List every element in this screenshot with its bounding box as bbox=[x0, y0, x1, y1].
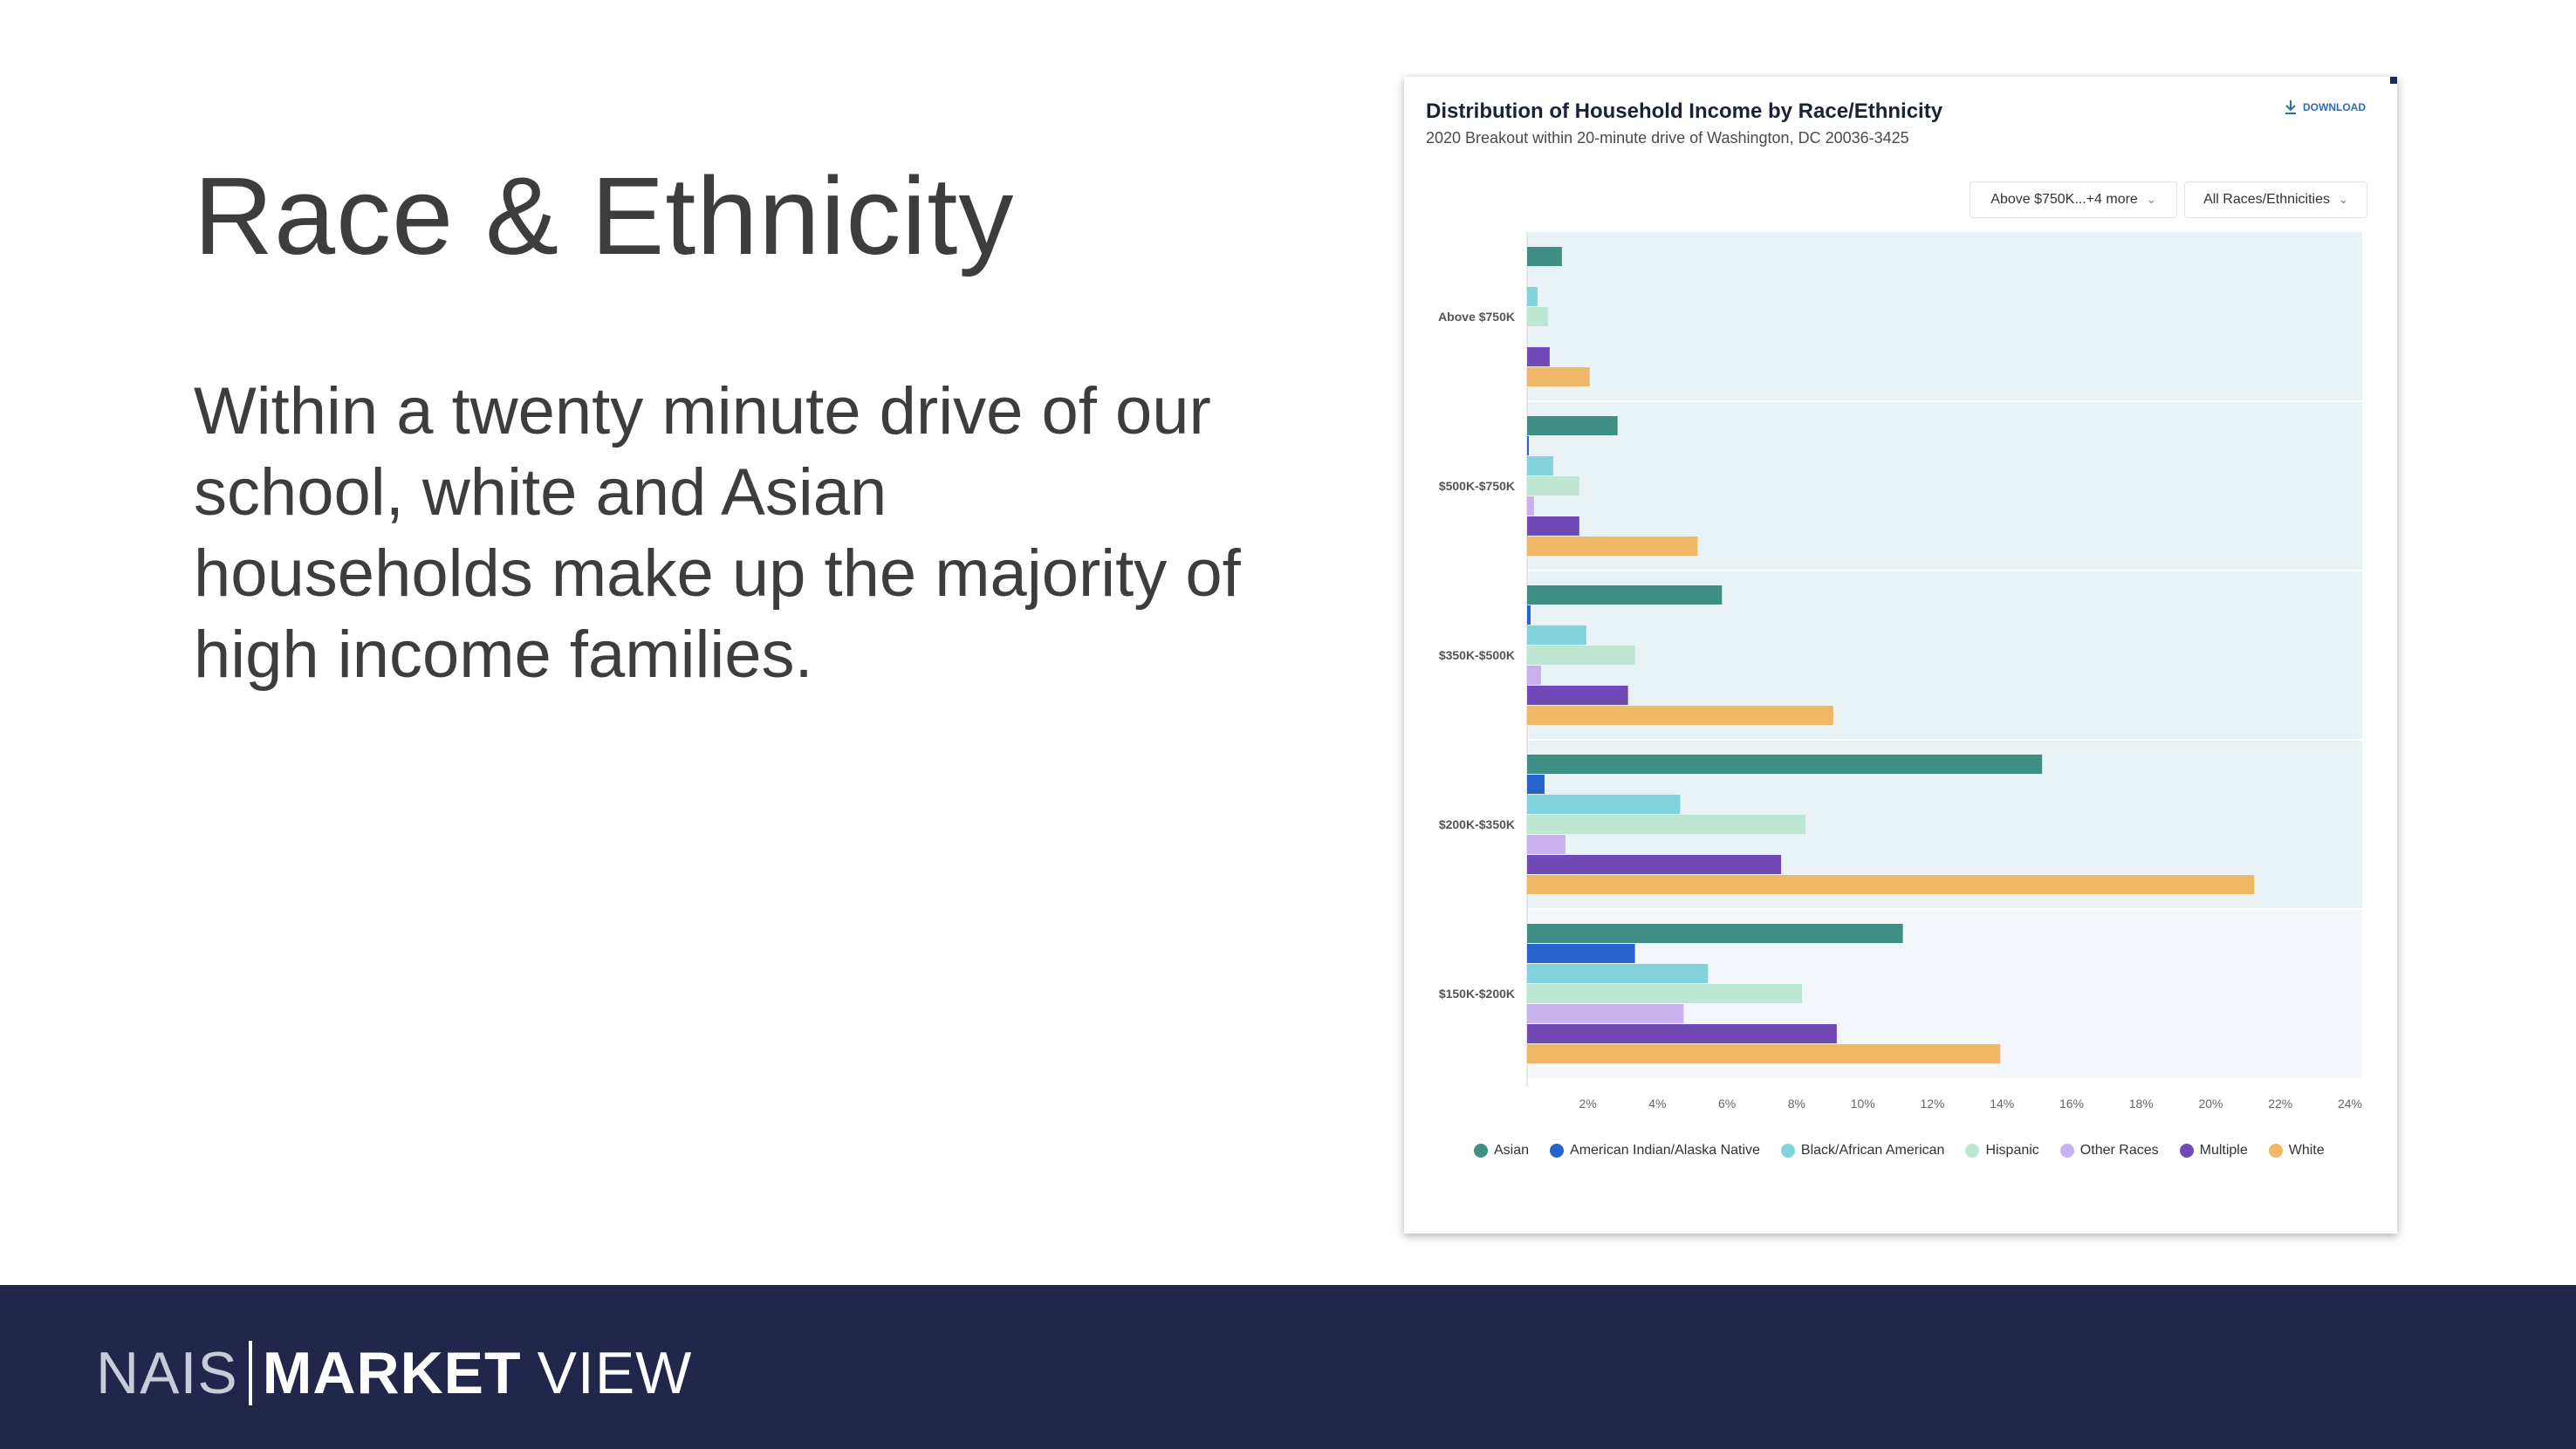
bar-white[interactable] bbox=[1527, 706, 1833, 725]
download-button[interactable]: DOWNLOAD bbox=[2284, 99, 2366, 115]
bar-other-races[interactable] bbox=[1527, 835, 1565, 854]
bar-black-african-american[interactable] bbox=[1527, 456, 1553, 475]
logo-view: VIEW bbox=[537, 1340, 693, 1406]
chevron-down-icon: ⌄ bbox=[2339, 193, 2348, 206]
legend-item[interactable]: Hispanic bbox=[1965, 1143, 2039, 1159]
download-label: DOWNLOAD bbox=[2303, 101, 2366, 113]
bar-american-indian-alaska-native[interactable] bbox=[1527, 775, 1545, 794]
category-label: $200K-$350K bbox=[1439, 817, 1515, 831]
bar-asian[interactable] bbox=[1527, 755, 2043, 774]
bar-white[interactable] bbox=[1527, 875, 2255, 894]
bar-black-african-american[interactable] bbox=[1527, 795, 1681, 814]
legend-swatch bbox=[1474, 1144, 1488, 1158]
race-filter-dropdown[interactable]: All Races/Ethnicities ⌄ bbox=[2184, 181, 2367, 218]
legend-item[interactable]: American Indian/Alaska Native bbox=[1550, 1143, 1760, 1159]
download-icon bbox=[2285, 100, 2296, 114]
x-tick-label: 24% bbox=[2338, 1097, 2362, 1111]
card-accent-mark bbox=[2390, 77, 2397, 84]
bar-black-african-american[interactable] bbox=[1527, 964, 1709, 983]
x-tick-label: 10% bbox=[1851, 1097, 1875, 1111]
bar-american-indian-alaska-native[interactable] bbox=[1527, 605, 1531, 625]
bar-chart: Above $750K $500K-$750K $350K-$500K $200K-$… bbox=[1438, 232, 2362, 1111]
bar-white[interactable] bbox=[1527, 537, 1698, 556]
bar-hispanic[interactable] bbox=[1527, 307, 1548, 326]
bar-multiple[interactable] bbox=[1527, 686, 1628, 705]
bar-hispanic[interactable] bbox=[1527, 476, 1579, 496]
legend-label: Black/African American bbox=[1800, 1143, 1945, 1158]
bar-black-african-american[interactable] bbox=[1527, 287, 1538, 306]
race-filter-value: All Races/Ethnicities bbox=[2203, 192, 2331, 207]
chevron-down-icon: ⌄ bbox=[2146, 193, 2156, 206]
legend-label: Hispanic bbox=[1985, 1143, 2039, 1158]
x-tick-label: 22% bbox=[2268, 1097, 2292, 1111]
legend-item[interactable]: Asian bbox=[1474, 1143, 1529, 1159]
category-label: $350K-$500K bbox=[1439, 648, 1515, 662]
legend-swatch bbox=[1965, 1144, 1980, 1158]
legend-label: American Indian/Alaska Native bbox=[1570, 1143, 1760, 1158]
x-tick-label: 4% bbox=[1648, 1097, 1666, 1111]
legend-item[interactable]: Other Races bbox=[2059, 1143, 2159, 1159]
x-tick-label: 12% bbox=[1920, 1097, 1944, 1111]
bar-hispanic[interactable] bbox=[1527, 815, 1805, 834]
bar-white[interactable] bbox=[1527, 1044, 2001, 1063]
bar-asian[interactable] bbox=[1527, 924, 1903, 943]
legend-label: White bbox=[2288, 1143, 2325, 1158]
income-filter-dropdown[interactable]: Above $750K...+4 more ⌄ bbox=[1970, 181, 2177, 218]
bar-american-indian-alaska-native[interactable] bbox=[1527, 436, 1529, 455]
logo-nais: NAIS bbox=[96, 1340, 238, 1406]
legend-label: Asian bbox=[1494, 1143, 1530, 1158]
bar-asian[interactable] bbox=[1527, 416, 1618, 435]
income-filter-value: Above $750K...+4 more bbox=[1990, 192, 2138, 207]
bar-black-african-american[interactable] bbox=[1527, 625, 1586, 645]
x-tick-label: 20% bbox=[2198, 1097, 2223, 1111]
bar-hispanic[interactable] bbox=[1527, 646, 1635, 665]
legend-swatch bbox=[1550, 1144, 1565, 1158]
x-tick-label: 2% bbox=[1579, 1097, 1597, 1111]
chart-legend: Asian American Indian/Alaska Native Black/… bbox=[1474, 1143, 2373, 1159]
legend-swatch bbox=[2059, 1144, 2074, 1158]
x-tick-label: 18% bbox=[2129, 1097, 2154, 1111]
legend-item[interactable]: Black/African American bbox=[1780, 1143, 1945, 1159]
bar-multiple[interactable] bbox=[1527, 516, 1579, 536]
x-tick-label: 14% bbox=[1990, 1097, 2014, 1111]
legend-swatch bbox=[2268, 1144, 2283, 1158]
chart-card: Distribution of Household Income by Race… bbox=[1404, 77, 2397, 1234]
category-label: $500K-$750K bbox=[1439, 479, 1515, 493]
legend-label: Other Races bbox=[2079, 1143, 2159, 1158]
bar-multiple[interactable] bbox=[1527, 855, 1782, 874]
legend-item[interactable]: Multiple bbox=[2179, 1143, 2248, 1159]
chart-subtitle: 2020 Breakout within 20-minute drive of … bbox=[1426, 129, 1909, 147]
slide-body-text: Within a twenty minute drive of our scho… bbox=[194, 374, 1241, 692]
bar-multiple[interactable] bbox=[1527, 1024, 1837, 1043]
bar-asian[interactable] bbox=[1527, 585, 1723, 605]
bar-multiple[interactable] bbox=[1527, 347, 1550, 366]
bar-other-races[interactable] bbox=[1527, 496, 1534, 516]
bar-other-races[interactable] bbox=[1527, 1004, 1684, 1023]
bar-asian[interactable] bbox=[1527, 247, 1562, 266]
bar-white[interactable] bbox=[1527, 367, 1590, 386]
legend-label: Multiple bbox=[2199, 1143, 2248, 1158]
chart-title: Distribution of Household Income by Race… bbox=[1426, 99, 1943, 123]
slide-title: Race & Ethnicity bbox=[194, 154, 1015, 277]
legend-swatch bbox=[2179, 1144, 2194, 1158]
x-tick-label: 6% bbox=[1718, 1097, 1736, 1111]
category-label: $150K-$200K bbox=[1439, 987, 1515, 1001]
bar-american-indian-alaska-native[interactable] bbox=[1527, 944, 1635, 963]
legend-swatch bbox=[1780, 1144, 1795, 1158]
nais-market-view-logo: NAIS MARKET VIEW bbox=[96, 1339, 692, 1407]
logo-market: MARKET bbox=[262, 1340, 522, 1406]
legend-item[interactable]: White bbox=[2268, 1143, 2325, 1159]
category-band bbox=[1527, 232, 2362, 401]
x-tick-label: 16% bbox=[2059, 1097, 2084, 1111]
footer-bar bbox=[0, 1285, 2576, 1449]
bar-hispanic[interactable] bbox=[1527, 984, 1803, 1003]
logo-divider bbox=[248, 1341, 252, 1405]
x-tick-label: 8% bbox=[1788, 1097, 1805, 1111]
bar-other-races[interactable] bbox=[1527, 666, 1541, 685]
category-label: Above $750K bbox=[1438, 310, 1515, 324]
